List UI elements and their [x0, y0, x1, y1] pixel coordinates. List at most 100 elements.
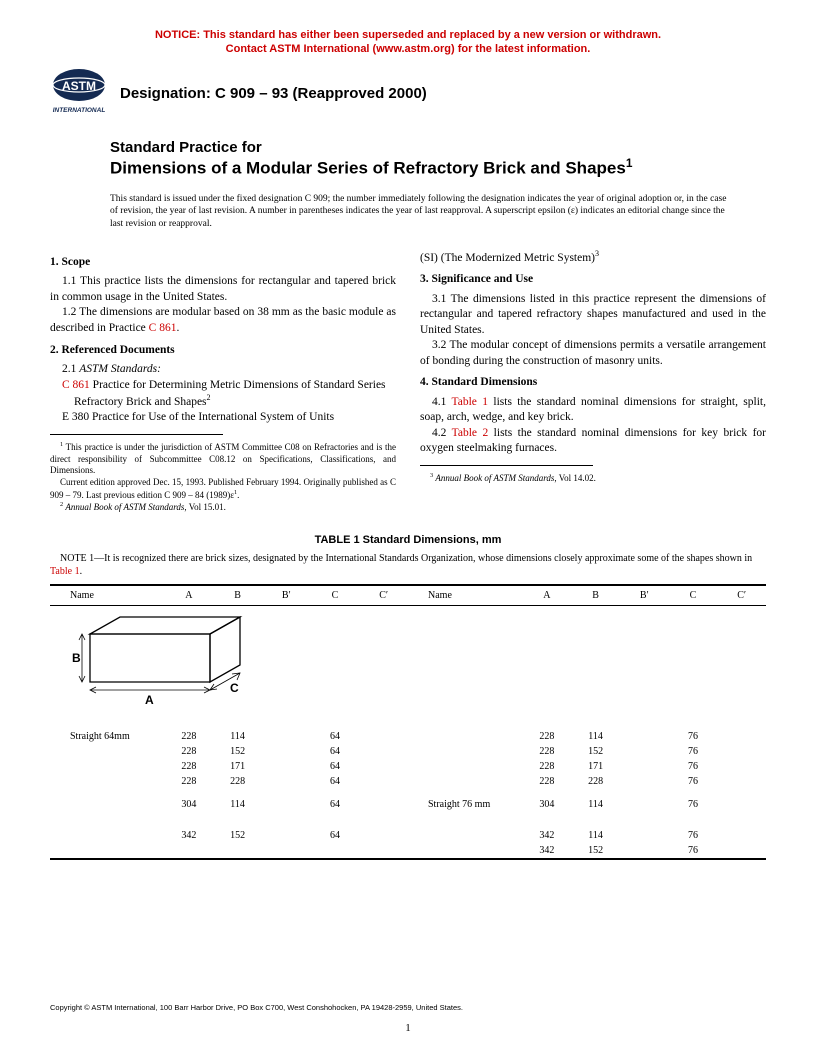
cell-name-r [408, 759, 523, 774]
cell-a-l: 228 [165, 774, 214, 789]
notice-line1: NOTICE: This standard has either been su… [155, 29, 661, 41]
cell-bp-r [620, 797, 669, 812]
table-row: Straight 64mm2281146422811476 [50, 729, 766, 744]
cell-b-l [213, 843, 262, 858]
cell-b-r: 228 [571, 774, 620, 789]
cell-bp-r [620, 759, 669, 774]
th-name-r: Name [408, 590, 523, 601]
cell-c-r: 76 [669, 729, 718, 744]
cell-name-r [408, 843, 523, 858]
cell-a-r: 228 [523, 729, 572, 744]
cell-cp-l [359, 797, 408, 812]
cell-a-r: 228 [523, 759, 572, 774]
cell-a-l: 342 [165, 828, 214, 843]
cell-b-r: 152 [571, 744, 620, 759]
svg-text:C: C [230, 681, 239, 695]
table1-note: NOTE 1—It is recognized there are brick … [50, 552, 766, 578]
cell-cp-r [717, 828, 766, 843]
notice-banner: NOTICE: This standard has either been su… [50, 28, 766, 57]
footnote-rule-right [420, 465, 593, 466]
cell-name-r [408, 744, 523, 759]
p3-1: 3.1 The dimensions listed in this practi… [420, 292, 766, 339]
table2-link[interactable]: Table 2 [452, 427, 489, 439]
cell-bp-l [262, 774, 311, 789]
si-line: (SI) (The Modernized Metric System)3 [420, 249, 766, 266]
ref-e380: E 380 Practice for Use of the Internatio… [50, 410, 396, 426]
p1-1: 1.1 This practice lists the dimensions f… [50, 274, 396, 305]
cell-a-l: 228 [165, 729, 214, 744]
cell-c-l: 64 [311, 759, 360, 774]
right-column: (SI) (The Modernized Metric System)3 3. … [420, 249, 766, 514]
p3-2: 3.2 The modular concept of dimensions pe… [420, 338, 766, 369]
table-row: 2281526422815276 [50, 744, 766, 759]
p1-2: 1.2 The dimensions are modular based on … [50, 305, 396, 336]
cell-bp-r [620, 828, 669, 843]
ref-c861: C 861 Practice for Determining Metric Di… [50, 378, 396, 411]
cell-cp-l [359, 828, 408, 843]
cell-c-r: 76 [669, 843, 718, 858]
cell-bp-l [262, 744, 311, 759]
sec2-head: 2. Referenced Documents [50, 343, 396, 359]
title-main: Dimensions of a Modular Series of Refrac… [110, 156, 766, 179]
cell-bp-l [262, 843, 311, 858]
cell-a-r: 228 [523, 744, 572, 759]
cell-name-r [408, 729, 523, 744]
cell-b-l: 114 [213, 729, 262, 744]
cell-name-r [408, 828, 523, 843]
astm-logo: ASTM INTERNATIONAL [50, 67, 110, 121]
cell-bp-r [620, 774, 669, 789]
th-a-l: A [165, 590, 214, 601]
cell-c-l: 64 [311, 828, 360, 843]
sec4-head: 4. Standard Dimensions [420, 375, 766, 391]
th-c-r: C [669, 590, 718, 601]
cell-a-l: 228 [165, 759, 214, 774]
cell-name-r [408, 774, 523, 789]
cell-cp-l [359, 774, 408, 789]
cell-a-r: 304 [523, 797, 572, 812]
c861-link[interactable]: C 861 [62, 379, 90, 391]
table-row: 30411464Straight 76 mm30411476 [50, 797, 766, 812]
table-row: 3421526434211476 [50, 828, 766, 843]
cell-a-r: 228 [523, 774, 572, 789]
cell-c-l: 64 [311, 744, 360, 759]
table1-note-link[interactable]: Table 1 [50, 566, 80, 577]
c861-link-inline[interactable]: C 861 [149, 322, 177, 334]
title-lead: Standard Practice for [110, 139, 766, 156]
table1-link[interactable]: Table 1 [452, 396, 489, 408]
table1-body: B A C Straight 64mm228114642281147622815… [50, 606, 766, 858]
cell-cp-r [717, 729, 766, 744]
footnote-2: 2 Annual Book of ASTM Standards, Vol 15.… [50, 501, 396, 514]
copyright-text: Copyright © ASTM International, 100 Barr… [50, 1003, 463, 1012]
cell-cp-r [717, 744, 766, 759]
left-column: 1. Scope 1.1 This practice lists the dim… [50, 249, 396, 514]
cell-c-r: 76 [669, 759, 718, 774]
svg-text:ASTM: ASTM [62, 79, 96, 93]
cell-b-l: 152 [213, 744, 262, 759]
th-b-r: B [571, 590, 620, 601]
cell-a-l [165, 843, 214, 858]
cell-c-l: 64 [311, 729, 360, 744]
cell-cp-l [359, 843, 408, 858]
cell-c-l [311, 843, 360, 858]
issue-note: This standard is issued under the fixed … [110, 193, 736, 231]
cell-b-l: 228 [213, 774, 262, 789]
cell-b-r: 114 [571, 828, 620, 843]
cell-c-l: 64 [311, 774, 360, 789]
p4-1: 4.1 Table 1 lists the standard nominal d… [420, 395, 766, 426]
cell-bp-l [262, 759, 311, 774]
title-block: Standard Practice for Dimensions of a Mo… [110, 139, 766, 179]
svg-text:A: A [145, 693, 154, 707]
cell-a-r: 342 [523, 843, 572, 858]
cell-c-r: 76 [669, 828, 718, 843]
svg-text:B: B [72, 651, 81, 665]
cell-name-l [50, 843, 165, 858]
th-a-r: A [523, 590, 572, 601]
cell-bp-l [262, 729, 311, 744]
cell-cp-r [717, 774, 766, 789]
cell-c-r: 76 [669, 774, 718, 789]
cell-name-r: Straight 76 mm [408, 797, 523, 812]
brick-diagram: B A C [50, 612, 408, 725]
cell-bp-r [620, 843, 669, 858]
footnote-1a: 1 This practice is under the jurisdictio… [50, 441, 396, 477]
p4-2: 4.2 Table 2 lists the standard nominal d… [420, 426, 766, 457]
